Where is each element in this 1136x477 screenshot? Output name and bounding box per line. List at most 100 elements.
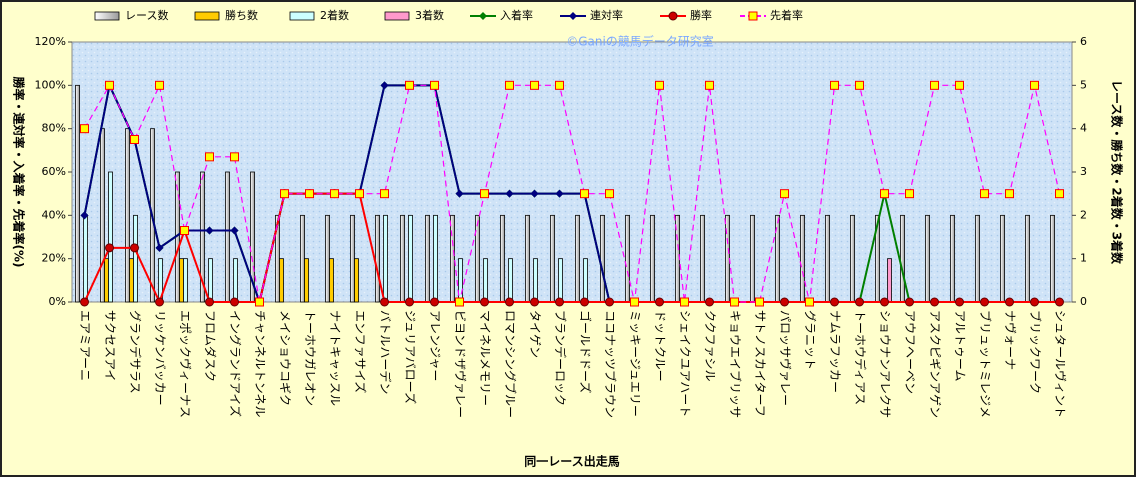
marker	[830, 297, 839, 307]
x-tick-label: イングランドアイズ	[228, 310, 243, 417]
marker	[930, 297, 939, 307]
bar	[558, 258, 563, 303]
x-tick-label: トーホウガレオン	[303, 310, 317, 406]
marker	[130, 135, 139, 144]
bar	[75, 84, 80, 303]
line	[83, 83, 1061, 303]
legend-label: 先着率	[770, 8, 803, 22]
bar	[600, 214, 605, 303]
legend-marker	[748, 11, 758, 21]
marker	[505, 189, 514, 198]
marker	[580, 297, 589, 307]
bar	[375, 214, 380, 303]
x-tick-label: サクセスアイ	[103, 310, 117, 381]
x-tick-label: ククファシル	[703, 310, 717, 382]
legend-swatch	[384, 11, 410, 21]
bar	[433, 214, 438, 303]
bar	[508, 258, 513, 303]
marker	[205, 226, 214, 235]
bar	[500, 214, 505, 303]
y-tick-label: 100%	[35, 78, 66, 91]
marker	[380, 81, 389, 90]
marker	[1005, 189, 1014, 199]
x-tick-label: ナイトキャッスル	[328, 310, 342, 406]
x-tick-label: ジュリアバローズ	[403, 310, 418, 404]
marker	[455, 297, 464, 307]
y-tick-label: 120%	[35, 35, 66, 48]
marker	[855, 297, 864, 307]
marker	[380, 189, 389, 199]
bar	[108, 171, 113, 303]
marker	[155, 80, 164, 90]
marker	[430, 297, 439, 307]
bar	[325, 214, 330, 303]
marker	[180, 226, 189, 235]
bar	[525, 214, 530, 303]
legend-marker	[569, 12, 577, 20]
y-tick-label: 0%	[49, 295, 66, 308]
bar	[100, 128, 105, 303]
x-tick-label: フロムダスク	[203, 310, 218, 382]
x-tick-label: エポックヴィーナス	[178, 310, 193, 418]
legend-marker	[479, 12, 487, 20]
x-tick-label: ブリュットミレジメ	[978, 310, 993, 418]
marker	[530, 297, 539, 307]
x-tick-label: アウフヘーベン	[903, 310, 917, 394]
bar	[83, 214, 88, 303]
bar	[329, 258, 334, 303]
bar	[700, 214, 705, 303]
y2-tick-label: 1	[1080, 252, 1087, 265]
x-tick-label: エンファサイズ	[353, 310, 368, 393]
bar	[408, 214, 413, 303]
bar	[1050, 214, 1055, 303]
bar	[475, 214, 480, 303]
marker	[1055, 297, 1064, 307]
marker	[780, 297, 789, 307]
bar	[104, 258, 109, 303]
marker	[155, 243, 164, 252]
y-tick-label: 60%	[42, 165, 66, 178]
legend-swatch	[94, 11, 120, 21]
bar	[800, 214, 805, 303]
bar	[625, 214, 630, 303]
y-tick-label: 40%	[42, 208, 66, 221]
line	[83, 192, 1060, 305]
bar	[400, 214, 405, 303]
marker	[605, 189, 614, 199]
bar	[750, 214, 755, 303]
marker	[430, 80, 439, 90]
bar	[1000, 214, 1005, 303]
x-tick-label: ゴールドドーズ	[578, 310, 593, 393]
marker	[805, 297, 814, 307]
legend-label: 3着数	[415, 8, 444, 22]
x-tick-label: ナヴォーナ	[1003, 310, 1018, 370]
bar	[179, 258, 184, 303]
x-axis-title: 同一レース出走馬	[524, 454, 619, 469]
marker	[1005, 297, 1014, 307]
marker	[505, 80, 514, 90]
marker	[230, 297, 239, 307]
legend-swatch	[194, 11, 220, 21]
bar	[887, 258, 892, 303]
x-tick-label: シェイクユアハート	[678, 310, 692, 417]
bar	[350, 214, 355, 303]
bar	[279, 258, 284, 303]
y-tick-label: 80%	[42, 122, 66, 135]
marker	[80, 211, 89, 220]
bar	[950, 214, 955, 303]
bar	[533, 258, 538, 303]
x-tick-label: ブリックワーク	[1028, 310, 1043, 394]
legend-marker	[668, 11, 678, 21]
x-tick-label: リッケンバッカー	[153, 310, 167, 406]
marker	[130, 243, 139, 253]
x-tick-label: ドットクルー	[653, 310, 667, 382]
legend-label: 連対率	[590, 8, 623, 22]
bar	[354, 258, 359, 303]
watermark: ©Ganiの競馬データ研究室	[566, 34, 714, 49]
bar	[208, 258, 213, 303]
marker	[405, 297, 414, 307]
marker	[705, 80, 714, 90]
marker	[305, 189, 314, 199]
marker	[955, 297, 964, 307]
